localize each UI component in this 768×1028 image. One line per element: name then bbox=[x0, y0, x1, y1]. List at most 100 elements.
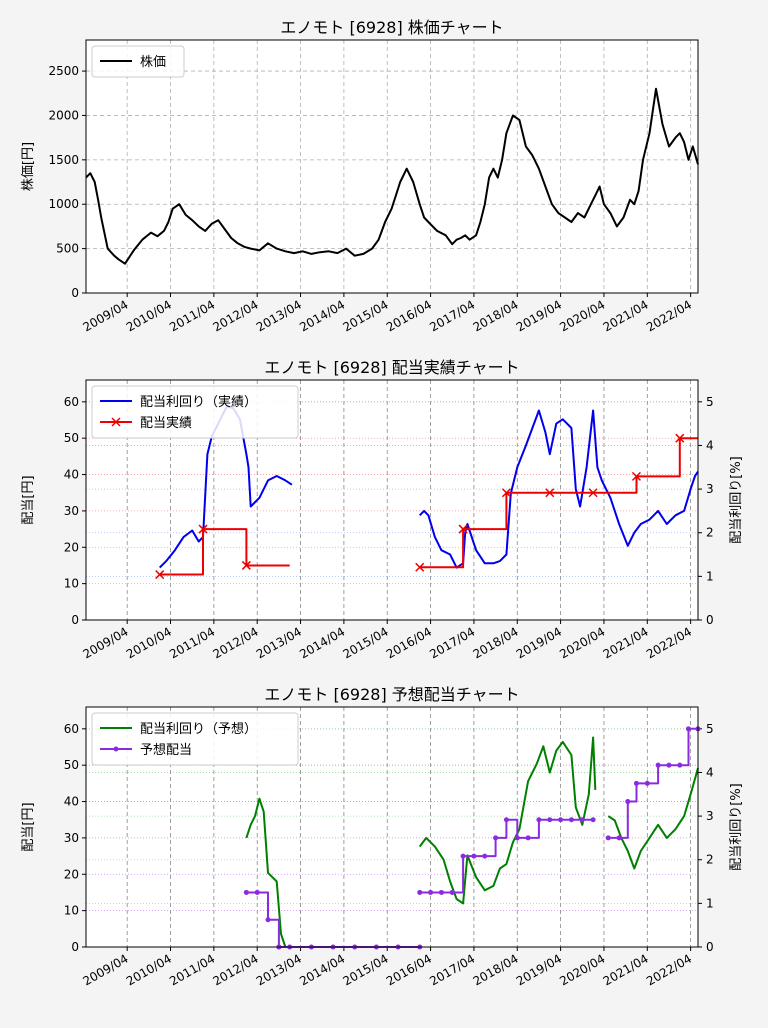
legend-label: 株価 bbox=[140, 55, 166, 70]
x-tick-label: 2020/04 bbox=[557, 297, 607, 334]
x-tick-label: 2016/04 bbox=[384, 624, 434, 661]
y2-tick-label: 4 bbox=[706, 765, 714, 779]
data-point bbox=[471, 853, 477, 859]
x-tick-label: 2017/04 bbox=[427, 297, 477, 334]
x-tick-label: 2016/04 bbox=[384, 951, 434, 988]
y-tick-label: 50 bbox=[64, 758, 79, 772]
y2-tick-label: 5 bbox=[706, 722, 714, 736]
x-tick-label: 2022/04 bbox=[644, 624, 694, 661]
x-tick-label: 2014/04 bbox=[297, 951, 347, 988]
legend-box bbox=[91, 45, 185, 78]
data-point bbox=[631, 471, 641, 481]
x-tick-label: 2009/04 bbox=[80, 297, 130, 334]
x-tick-label: 2015/04 bbox=[341, 297, 391, 334]
x-tick-label: 2011/04 bbox=[167, 297, 217, 334]
y-tick-label: 500 bbox=[56, 242, 79, 256]
legend-box bbox=[91, 712, 299, 766]
x-tick-label: 2012/04 bbox=[211, 624, 261, 661]
y-tick-label: 0 bbox=[71, 940, 79, 954]
data-point bbox=[460, 853, 466, 859]
data-point bbox=[633, 780, 639, 786]
y-tick-label: 1500 bbox=[48, 153, 79, 167]
legend: 配当利回り（実績） 配当実績 bbox=[91, 385, 299, 439]
series-2 bbox=[155, 433, 698, 580]
y-tick-label: 50 bbox=[64, 431, 79, 445]
y-tick-label: 40 bbox=[64, 795, 79, 809]
data-point bbox=[536, 817, 542, 823]
legend-label: 配当利回り（予想） bbox=[140, 721, 257, 737]
x-tick-label: 2017/04 bbox=[427, 624, 477, 661]
data-point bbox=[243, 889, 249, 895]
x-tick-label: 2014/04 bbox=[297, 624, 347, 661]
data-point bbox=[501, 488, 511, 498]
x-tick-label: 2021/04 bbox=[601, 951, 651, 988]
legend: 配当利回り（予想） 予想配当 bbox=[91, 712, 299, 766]
y-tick-label: 40 bbox=[64, 468, 79, 482]
y2-tick-label: 3 bbox=[706, 809, 714, 823]
x-tick-label: 2013/04 bbox=[254, 624, 304, 661]
y-axis-label: 配当[円] bbox=[21, 802, 36, 851]
legend-marker bbox=[113, 746, 119, 752]
x-tick-label: 2020/04 bbox=[557, 624, 607, 661]
data-point bbox=[547, 817, 553, 823]
data-point bbox=[514, 835, 520, 841]
data-point bbox=[579, 817, 585, 823]
y-tick-label: 0 bbox=[71, 286, 79, 300]
data-point bbox=[655, 762, 661, 768]
data-point bbox=[675, 433, 685, 443]
y-tick-label: 20 bbox=[64, 867, 79, 881]
data-point bbox=[254, 889, 260, 895]
plot-frame bbox=[85, 379, 699, 621]
data-point bbox=[458, 524, 468, 534]
x-tick-label: 2021/04 bbox=[601, 624, 651, 661]
y2-axis-label: 配当利回り[%] bbox=[729, 783, 744, 871]
x-tick-label: 2022/04 bbox=[644, 297, 694, 334]
y-tick-label: 0 bbox=[71, 613, 79, 627]
chart-3: 0 10 20 30 40 50 60 0 1 2 3 4 5 2009/042010/042011/04… bbox=[21, 685, 744, 989]
x-tick-label: 2016/04 bbox=[384, 297, 434, 334]
data-point bbox=[482, 853, 488, 859]
data-point bbox=[605, 835, 611, 841]
x-tick-label: 2017/04 bbox=[427, 951, 477, 988]
data-point bbox=[525, 835, 531, 841]
y-tick-label: 30 bbox=[64, 504, 79, 518]
series-line bbox=[245, 797, 290, 948]
data-point bbox=[493, 835, 499, 841]
y-axis-label: 配当[円] bbox=[21, 475, 36, 524]
x-tick-label: 2022/04 bbox=[644, 951, 694, 988]
x-tick-label: 2018/04 bbox=[471, 297, 521, 334]
series-line bbox=[159, 528, 290, 576]
data-point bbox=[568, 817, 574, 823]
data-point bbox=[503, 817, 509, 823]
data-point bbox=[588, 488, 598, 498]
y-tick-label: 10 bbox=[64, 904, 79, 918]
data-point bbox=[155, 570, 165, 580]
plot-frame bbox=[85, 706, 699, 948]
x-tick-label: 2012/04 bbox=[211, 951, 261, 988]
chart-1: 0 500 1000 1500 2000 2500 2009/042010/042011/0… bbox=[21, 18, 699, 335]
y-tick-label: 2500 bbox=[48, 64, 79, 78]
data-point bbox=[438, 889, 444, 895]
x-tick-label: 2009/04 bbox=[80, 951, 130, 988]
data-point bbox=[449, 889, 455, 895]
y2-tick-label: 0 bbox=[706, 940, 714, 954]
data-point bbox=[417, 889, 423, 895]
y2-axis-label: 配当利回り[%] bbox=[729, 456, 744, 544]
x-tick-label: 2013/04 bbox=[254, 951, 304, 988]
x-tick-label: 2015/04 bbox=[341, 951, 391, 988]
legend-label: 配当実績 bbox=[140, 415, 192, 431]
data-point bbox=[616, 835, 622, 841]
x-tick-label: 2012/04 bbox=[211, 297, 261, 334]
x-tick-label: 2009/04 bbox=[80, 624, 130, 661]
x-tick-label: 2019/04 bbox=[514, 624, 564, 661]
x-tick-label: 2019/04 bbox=[514, 951, 564, 988]
data-point bbox=[685, 726, 691, 732]
x-tick-label: 2014/04 bbox=[297, 297, 347, 334]
y-tick-label: 20 bbox=[64, 540, 79, 554]
data-point bbox=[545, 488, 555, 498]
y2-tick-label: 5 bbox=[706, 395, 714, 409]
legend: 株価 bbox=[91, 45, 185, 78]
legend-label: 配当利回り（実績） bbox=[140, 394, 257, 410]
series-line bbox=[85, 87, 699, 265]
legend-marker bbox=[111, 417, 121, 427]
